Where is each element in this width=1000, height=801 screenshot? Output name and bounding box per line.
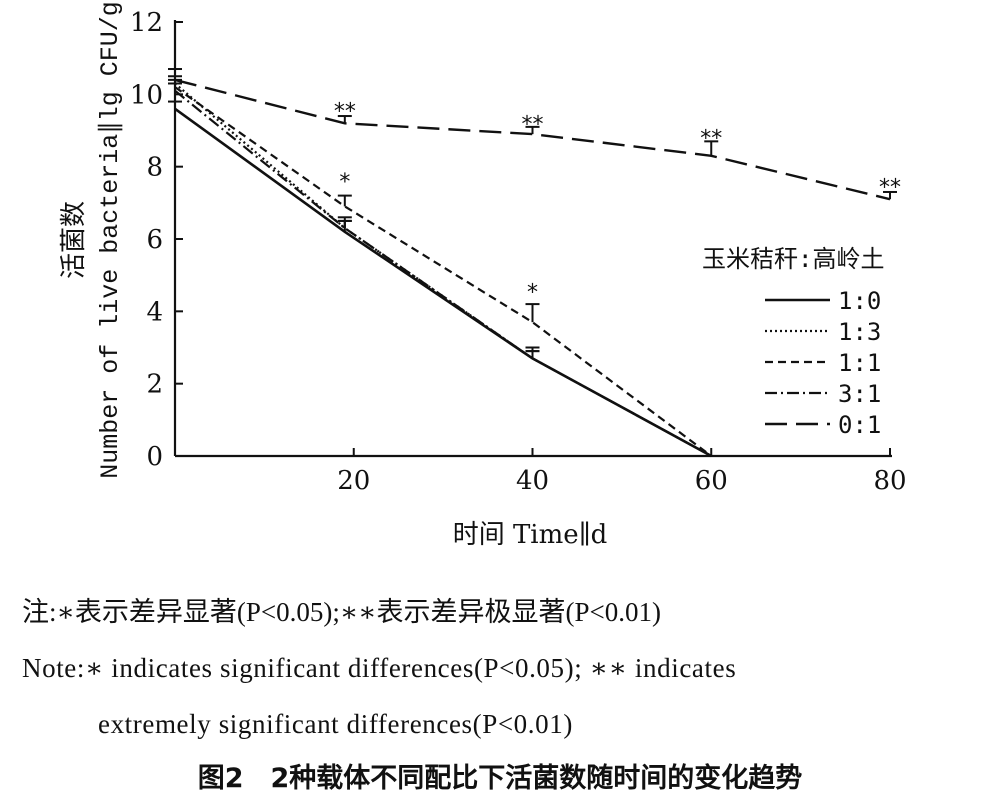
series-group [174,78,891,458]
legend: 玉米秸秆:高岭土 1:0 1:3 1:1 3:1 0:1 [702,245,884,439]
x-tick-label: 40 [516,466,549,496]
significance-marker: * [339,170,350,195]
y-tick-label: 12 [130,8,163,38]
series-line-0-1 [174,78,891,201]
x-tick-label: 20 [337,466,370,496]
series-line-1-3 [174,82,712,457]
annotations: ********** [334,100,901,306]
error-bars [168,68,897,359]
note-cn: 注:∗表示差异显著(P<0.05);∗∗表示差异极显著(P<0.01) [22,597,662,627]
series-line-1-1 [174,86,712,457]
y-tick-label: 10 [130,80,163,110]
legend-title: 玉米秸秆:高岭土 [702,245,884,273]
y-axis-label-en: Number of live bacteria∥lg CFU/g [96,1,125,479]
y-tick-label: 6 [146,225,163,255]
x-tick-label: 60 [695,466,728,496]
significance-marker: ** [334,100,356,125]
significance-marker: ** [700,127,722,152]
notes: 注:∗表示差异显著(P<0.05);∗∗表示差异极显著(P<0.01) Note… [22,584,982,752]
significance-marker: * [527,280,538,305]
y-axis-label-cn: 活菌数 [59,201,89,279]
legend-label-1-1: 1:1 [838,349,881,377]
x-tick-label: 80 [873,466,906,496]
significance-marker: ** [522,112,544,137]
y-tick-label: 0 [146,442,163,472]
legend-label-1-3: 1:3 [838,318,881,346]
legend-label-3-1: 3:1 [838,380,881,408]
x-axis-label: 时间 Time∥d [453,520,608,550]
legend-label-1-0: 1:0 [838,287,881,315]
series-line-3-1 [174,89,712,457]
figure-caption: 图2 2种载体不同配比下活菌数随时间的变化趋势 [197,763,803,794]
ticks: 20 40 60 80 0 2 4 6 8 10 12 [130,8,907,496]
note-en-line2: extremely significant differences(P<0.01… [98,709,573,739]
series-line-1-0 [174,107,712,458]
significance-marker: ** [879,176,901,201]
y-tick-label: 2 [146,370,163,400]
y-tick-label: 8 [146,153,163,183]
y-tick-label: 4 [146,297,163,327]
legend-label-0-1: 0:1 [838,411,881,439]
note-en-line1: Note:∗ indicates significant differences… [22,653,737,683]
